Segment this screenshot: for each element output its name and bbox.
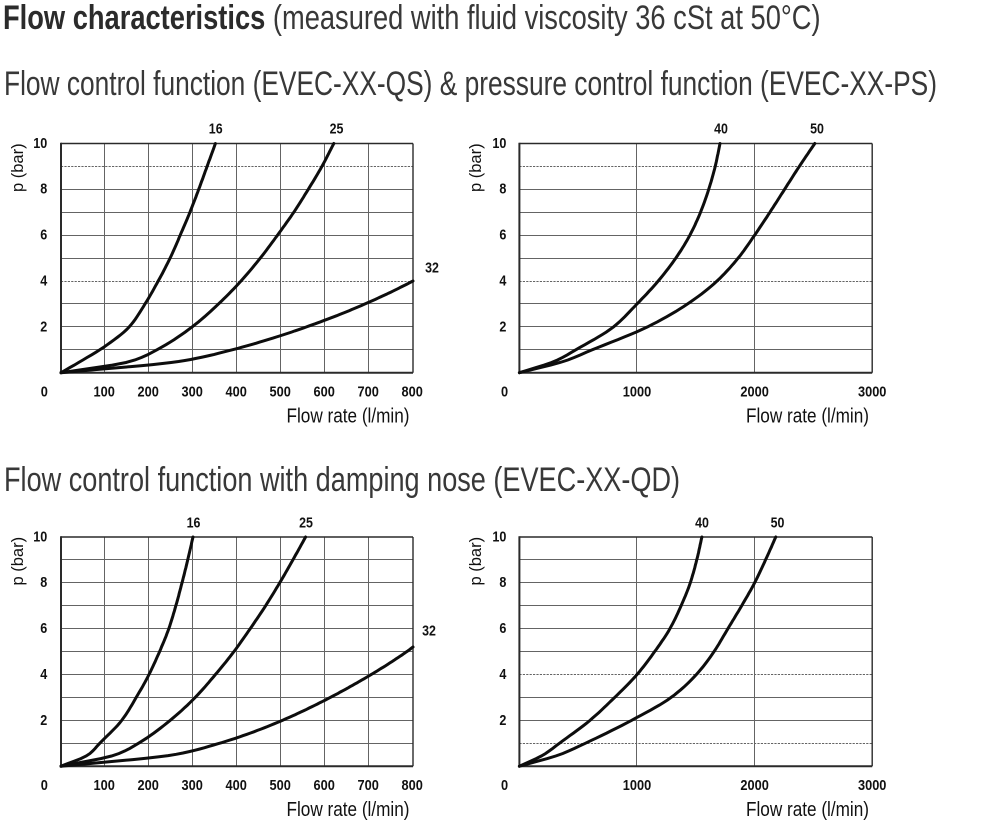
svg-text:p (bar): p (bar)	[9, 143, 27, 192]
svg-text:p (bar): p (bar)	[467, 537, 485, 586]
svg-text:300: 300	[182, 777, 203, 794]
svg-text:700: 700	[358, 384, 379, 401]
svg-text:32: 32	[425, 261, 439, 277]
svg-text:40: 40	[695, 516, 709, 532]
svg-text:1000: 1000	[623, 777, 651, 794]
svg-text:700: 700	[358, 777, 379, 794]
svg-text:0: 0	[41, 777, 48, 794]
svg-text:0: 0	[41, 384, 48, 401]
svg-text:40: 40	[714, 122, 728, 138]
svg-text:6: 6	[499, 620, 506, 637]
svg-text:8: 8	[499, 574, 506, 591]
svg-text:0: 0	[501, 384, 508, 401]
svg-text:16: 16	[209, 122, 223, 138]
svg-text:100: 100	[94, 777, 115, 794]
svg-text:600: 600	[314, 384, 335, 401]
svg-text:Flow rate (l/min): Flow rate (l/min)	[746, 405, 869, 427]
svg-text:100: 100	[94, 384, 115, 401]
svg-text:2000: 2000	[740, 384, 768, 401]
svg-text:2: 2	[40, 712, 47, 729]
svg-text:32: 32	[422, 624, 436, 640]
svg-text:500: 500	[270, 777, 291, 794]
svg-text:Flow rate (l/min): Flow rate (l/min)	[287, 405, 410, 427]
svg-text:16: 16	[187, 516, 201, 532]
svg-text:8: 8	[40, 181, 47, 198]
svg-text:6: 6	[40, 227, 47, 244]
svg-text:Flow rate (l/min): Flow rate (l/min)	[287, 799, 410, 821]
svg-text:4: 4	[40, 272, 48, 289]
svg-text:600: 600	[314, 777, 335, 794]
svg-text:p (bar): p (bar)	[9, 537, 27, 586]
svg-text:4: 4	[499, 272, 507, 289]
svg-text:4: 4	[499, 666, 507, 683]
svg-text:6: 6	[499, 227, 506, 244]
svg-text:2: 2	[499, 318, 506, 335]
svg-text:400: 400	[226, 777, 247, 794]
svg-text:3000: 3000	[858, 777, 886, 794]
svg-text:25: 25	[299, 516, 313, 532]
svg-text:3000: 3000	[858, 384, 886, 401]
svg-text:2000: 2000	[740, 777, 768, 794]
svg-text:200: 200	[138, 384, 159, 401]
svg-text:0: 0	[501, 777, 508, 794]
svg-text:200: 200	[138, 777, 159, 794]
svg-text:10: 10	[492, 135, 506, 152]
svg-text:1000: 1000	[623, 384, 651, 401]
svg-text:500: 500	[270, 384, 291, 401]
svg-text:25: 25	[330, 122, 344, 138]
svg-text:800: 800	[402, 777, 423, 794]
svg-text:300: 300	[182, 384, 203, 401]
svg-text:Flow rate (l/min): Flow rate (l/min)	[746, 799, 869, 821]
svg-text:10: 10	[33, 528, 47, 545]
svg-text:8: 8	[40, 574, 47, 591]
svg-text:400: 400	[226, 384, 247, 401]
svg-text:2: 2	[499, 712, 506, 729]
svg-text:10: 10	[33, 135, 47, 152]
svg-text:2: 2	[40, 318, 47, 335]
svg-text:6: 6	[40, 620, 47, 637]
svg-text:8: 8	[499, 181, 506, 198]
svg-text:50: 50	[810, 122, 824, 138]
svg-text:4: 4	[40, 666, 48, 683]
svg-text:10: 10	[492, 528, 506, 545]
svg-text:p (bar): p (bar)	[467, 143, 485, 192]
svg-text:800: 800	[402, 384, 423, 401]
svg-text:50: 50	[771, 516, 785, 532]
